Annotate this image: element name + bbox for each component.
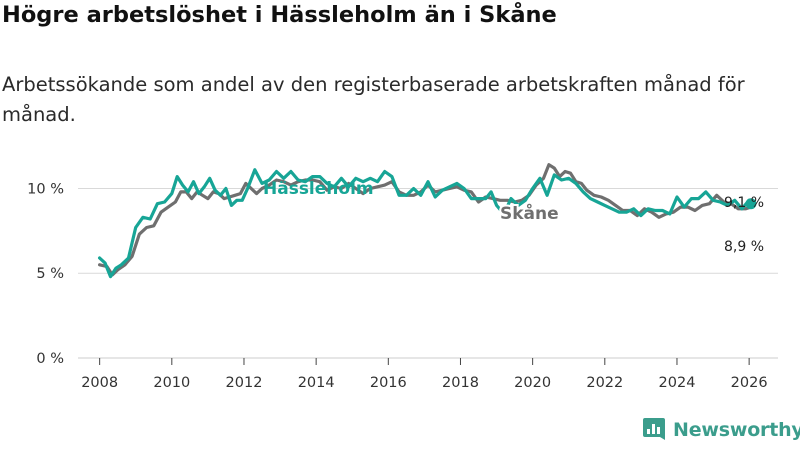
x-tick-label: 2018 — [442, 375, 479, 391]
series-labels: Hässleholm Skåne 9,1 % 8,9 % — [263, 179, 764, 255]
newsworthy-brand[interactable]: Newsworthy — [643, 418, 800, 442]
y-axis-ticks: 0 % 5 % 10 % — [27, 181, 64, 367]
x-tick-label: 2010 — [153, 375, 190, 391]
series-label-skane: Skåne — [500, 202, 559, 224]
end-label-skane: 8,9 % — [724, 239, 764, 255]
series-lines — [97, 163, 757, 279]
bar-chart-icon — [643, 418, 665, 440]
y-tick-label: 10 % — [27, 181, 64, 197]
x-tick-label: 2016 — [370, 375, 407, 391]
end-point-hassleholm — [745, 198, 757, 210]
x-tick-label: 2026 — [731, 375, 768, 391]
series-label-hassleholm: Hässleholm — [263, 179, 374, 199]
x-tick-label: 2014 — [298, 375, 335, 391]
chart-title: Högre arbetslöshet i Hässleholm än i Skå… — [2, 2, 557, 28]
y-tick-label: 0 % — [36, 351, 64, 367]
brand-name: Newsworthy — [673, 419, 800, 441]
end-label-hassleholm: 9,1 % — [724, 195, 764, 211]
series-line-skane — [97, 163, 753, 277]
series-line-hassleholm — [97, 168, 753, 279]
y-tick-label: 5 % — [36, 266, 64, 282]
grid-lines — [78, 187, 778, 359]
x-tick-label: 2022 — [586, 375, 623, 391]
chart-subtitle: Arbetssökande som andel av den registerb… — [2, 73, 745, 126]
x-tick-label: 2008 — [81, 375, 118, 391]
x-axis: 2008 2010 2012 2014 2016 2018 2020 2022 2024 2026 — [81, 358, 768, 391]
x-tick-label: 2012 — [226, 375, 263, 391]
x-tick-label: 2024 — [659, 375, 696, 391]
x-tick-label: 2020 — [514, 375, 551, 391]
